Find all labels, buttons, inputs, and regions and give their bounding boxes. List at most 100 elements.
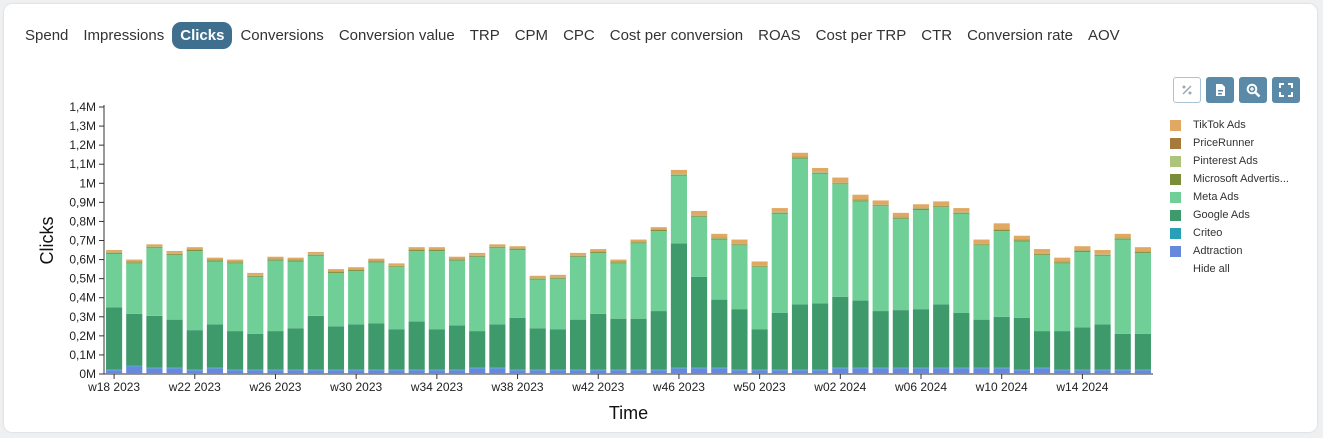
bar-segment	[953, 368, 970, 374]
bar-segment	[711, 299, 728, 368]
bar-segment	[1033, 253, 1051, 254]
bar-segment	[529, 328, 546, 370]
bar-segment	[751, 261, 768, 266]
bar-segment	[549, 369, 566, 371]
bar-segment	[751, 369, 768, 371]
bar-segment	[247, 275, 264, 276]
legend-item[interactable]: PriceRunner	[1170, 134, 1289, 152]
y-tick-label: 0,5M	[69, 272, 96, 286]
hide-all-button[interactable]: Hide all	[1193, 263, 1230, 275]
legend-item[interactable]: Pinterest Ads	[1170, 152, 1289, 170]
legend-item[interactable]: Microsoft Advertis...	[1170, 170, 1289, 188]
tab-cost-per-trp[interactable]: Cost per TRP	[815, 27, 907, 44]
bar-segment	[448, 259, 466, 261]
fullscreen-button[interactable]	[1272, 77, 1300, 103]
bar-segment	[1114, 333, 1131, 370]
bar-segment	[892, 217, 909, 218]
bar-segment	[993, 316, 1010, 368]
x-tick-label: w30 2023	[329, 380, 382, 394]
bar-segment	[549, 370, 566, 374]
bar-segment	[610, 263, 627, 319]
bar-segment	[650, 230, 667, 312]
bar-segment	[327, 271, 345, 272]
bar-segment	[529, 278, 546, 279]
x-tick-label: w14 2024	[1055, 380, 1108, 394]
bar-segment	[791, 158, 809, 305]
bar-segment	[771, 312, 788, 370]
bar-segment	[529, 369, 546, 371]
tab-conversions[interactable]: Conversions	[240, 27, 324, 44]
export-button[interactable]	[1206, 77, 1234, 103]
bar-segment	[630, 318, 647, 370]
bar-segment	[166, 319, 183, 368]
bar-segment	[892, 218, 909, 311]
bar-segment	[126, 313, 143, 366]
bar-segment	[408, 369, 425, 371]
bar-segment	[771, 212, 788, 214]
bar-segment	[287, 369, 304, 371]
tab-impressions[interactable]: Impressions	[83, 27, 165, 44]
bar-segment	[569, 319, 587, 370]
bar-segment	[448, 369, 466, 371]
bar-segment	[469, 256, 486, 332]
tab-trp[interactable]: TRP	[469, 27, 500, 44]
legend-item[interactable]: Adtraction	[1170, 242, 1289, 260]
bar-segment	[448, 370, 466, 374]
bar-segment	[509, 250, 526, 318]
zoom-button[interactable]	[1239, 77, 1267, 103]
bar-segment	[852, 194, 869, 200]
bar-segment	[1054, 261, 1071, 263]
bar-segment	[872, 200, 889, 205]
bar-segment	[287, 370, 304, 374]
y-tick-label: 0,7M	[69, 234, 96, 248]
tab-ctr[interactable]: CTR	[921, 27, 953, 44]
y-tick-label: 0,2M	[69, 329, 96, 343]
bar-segment	[953, 212, 970, 213]
bar-segment	[388, 370, 405, 374]
bar-segment	[408, 321, 425, 370]
bar-segment	[610, 318, 627, 370]
legend-item[interactable]: Criteo	[1170, 224, 1289, 242]
legend-item[interactable]: Google Ads	[1170, 206, 1289, 224]
tab-cost-per-conversion[interactable]: Cost per conversion	[609, 27, 744, 44]
bar-segment	[388, 266, 405, 268]
bar-segment	[993, 367, 1010, 369]
bar-segment	[650, 227, 667, 230]
bar-segment	[670, 174, 688, 176]
tab-spend[interactable]: Spend	[25, 27, 69, 44]
legend-swatch	[1170, 155, 1181, 167]
bar-segment	[469, 252, 486, 255]
bar-segment	[711, 238, 728, 239]
bar-segment	[791, 152, 809, 157]
bar-segment	[832, 183, 849, 185]
bar-segment	[267, 258, 284, 260]
bar-segment	[973, 367, 990, 369]
bar-segment	[731, 370, 748, 374]
bar-segment	[872, 311, 889, 368]
bar-segment	[1033, 249, 1051, 253]
bar-segment	[630, 242, 647, 244]
tab-conversion-rate[interactable]: Conversion rate	[967, 27, 1073, 44]
legend-item[interactable]: TikTok Ads	[1170, 116, 1289, 134]
chart-toolbar	[1173, 77, 1300, 103]
bar-segment	[953, 212, 970, 214]
tab-conversion-value[interactable]: Conversion value	[338, 27, 455, 44]
tab-roas[interactable]: ROAS	[758, 27, 801, 44]
bar-segment	[892, 310, 909, 368]
legend-label: Adtraction	[1193, 245, 1243, 257]
bar-segment	[166, 367, 183, 369]
bar-segment	[872, 204, 889, 206]
bar-segment	[206, 259, 224, 261]
bar-segment	[1054, 257, 1071, 262]
tab-clicks[interactable]: Clicks	[172, 22, 233, 49]
tab-aov[interactable]: AOV	[1087, 27, 1120, 44]
bar-segment	[287, 328, 304, 370]
x-tick-label: w46 2023	[652, 380, 705, 394]
tab-cpc[interactable]: CPC	[563, 27, 595, 44]
bar-segment	[146, 246, 163, 248]
tab-cpm[interactable]: CPM	[514, 27, 549, 44]
legend-item[interactable]: Meta Ads	[1170, 188, 1289, 206]
bar-segment	[1094, 369, 1111, 371]
percent-toggle-button[interactable]	[1173, 77, 1201, 103]
bar-segment	[1033, 331, 1051, 368]
